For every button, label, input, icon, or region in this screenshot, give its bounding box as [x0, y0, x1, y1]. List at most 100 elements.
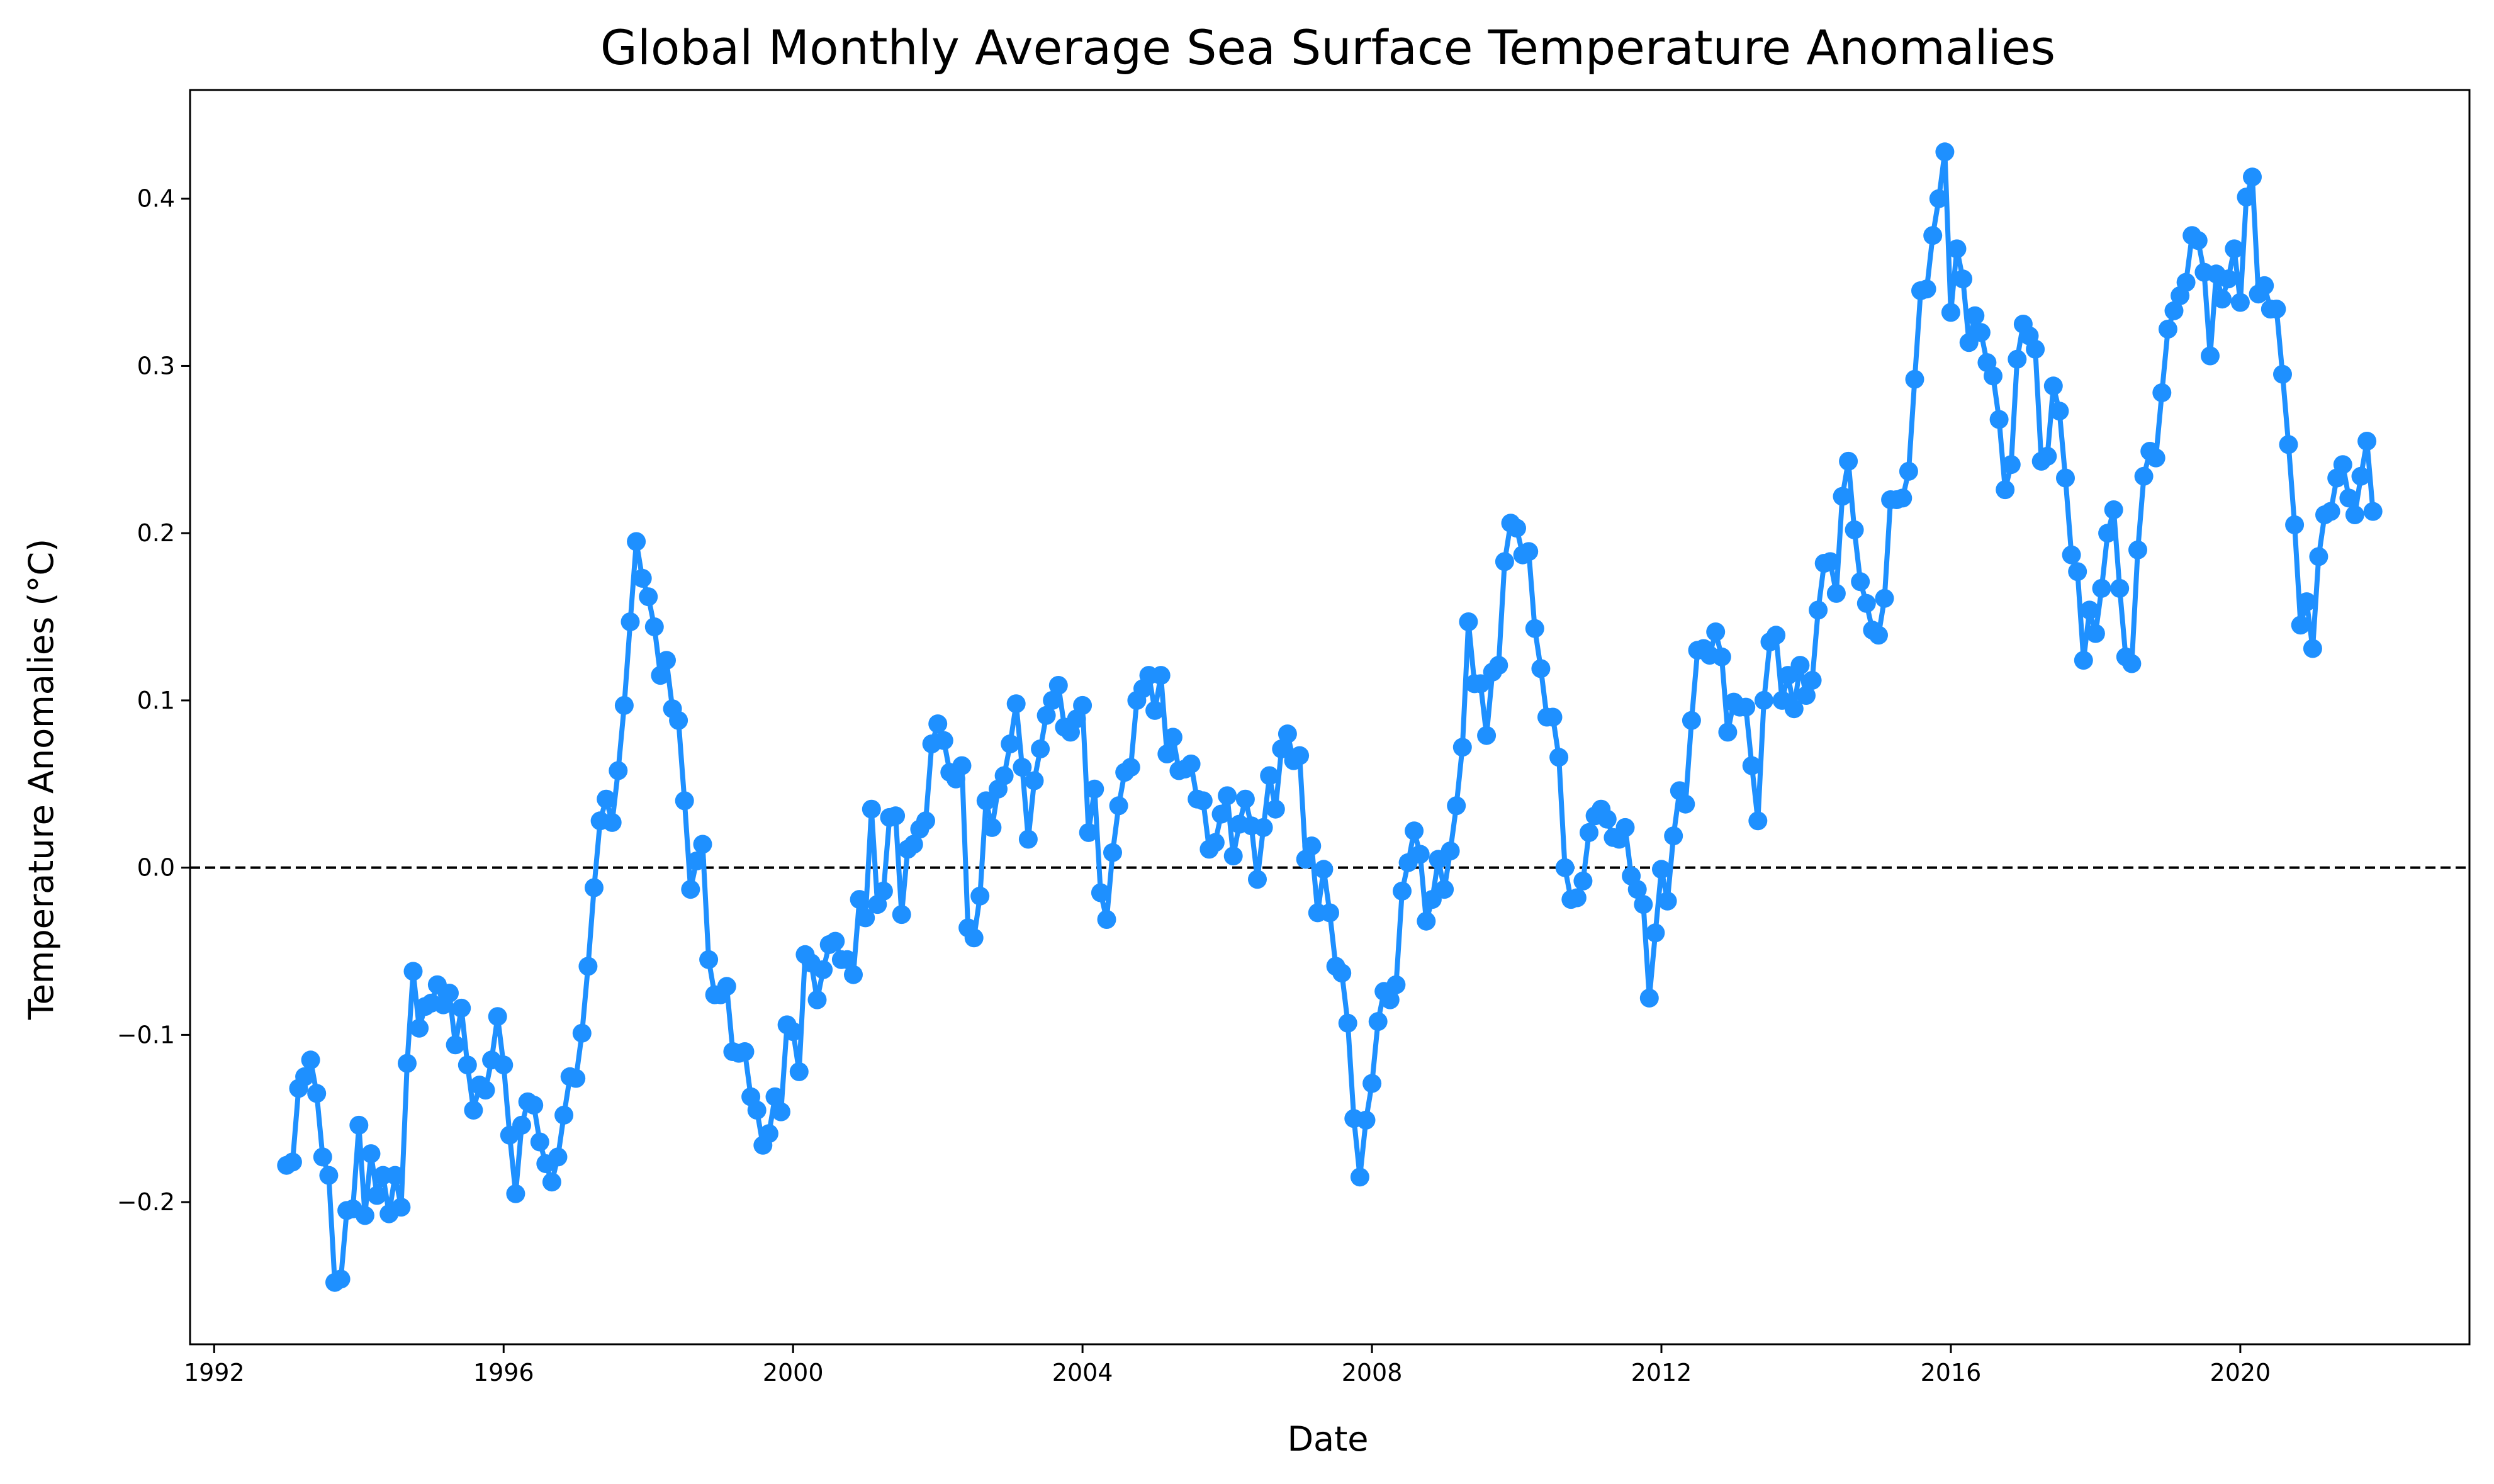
data-point [614, 695, 634, 715]
data-point [554, 1105, 574, 1125]
y-tick-label: 0.0 [137, 854, 175, 882]
data-point [644, 617, 664, 636]
data-point [319, 1166, 339, 1185]
data-point [440, 984, 459, 1003]
data-point [1302, 836, 1322, 856]
data-point [639, 587, 658, 607]
data-point [2297, 592, 2317, 612]
data-point [1290, 746, 1310, 765]
data-point [355, 1206, 374, 1225]
x-tick-label: 2004 [1052, 1359, 1113, 1386]
data-point [585, 878, 604, 897]
data-point [1706, 622, 1726, 641]
data-point [850, 890, 869, 909]
data-point [916, 811, 935, 831]
data-point [1410, 845, 1430, 864]
data-point [2152, 383, 2172, 402]
x-tick-label: 2012 [1631, 1359, 1692, 1386]
data-point [994, 766, 1014, 785]
data-point [1320, 903, 1339, 923]
data-point [2134, 466, 2154, 486]
data-point [1018, 829, 1038, 849]
data-point [1525, 619, 1544, 638]
y-tick-label: −0.2 [117, 1188, 175, 1216]
data-point [1531, 659, 1551, 678]
data-point [548, 1147, 568, 1167]
data-point [1712, 647, 1731, 666]
data-point [1748, 811, 1768, 831]
data-point [1278, 724, 1297, 744]
data-point [2357, 432, 2377, 451]
data-point [1676, 794, 1695, 814]
data-point [2146, 448, 2165, 468]
data-point [1350, 1167, 1369, 1187]
data-point [2164, 301, 2184, 320]
series-points [277, 142, 2383, 1292]
data-point [1856, 593, 1876, 613]
data-point [814, 960, 833, 979]
data-point [2092, 578, 2111, 598]
data-point [976, 791, 996, 811]
data-point [530, 1132, 549, 1152]
data-point [283, 1152, 302, 1172]
data-point [1507, 519, 1526, 538]
x-tick-label: 2016 [1921, 1359, 1982, 1386]
data-point [578, 957, 598, 976]
data-point [952, 756, 972, 775]
data-point [1417, 911, 1436, 931]
data-point [476, 1081, 495, 1100]
data-point [784, 1022, 803, 1042]
data-point [2230, 293, 2250, 312]
data-point [572, 1023, 592, 1043]
data-point [2158, 320, 2177, 339]
data-point [2218, 269, 2238, 289]
data-point [349, 1115, 369, 1135]
data-point [1615, 818, 1635, 837]
data-point [844, 965, 863, 984]
data-point [1634, 895, 1653, 914]
data-point [1549, 748, 1569, 767]
data-point [1851, 572, 1870, 592]
data-point [1393, 881, 1412, 901]
data-point [609, 761, 628, 780]
data-point [2333, 455, 2352, 475]
data-point [1489, 656, 1508, 675]
data-point [747, 1101, 767, 1120]
data-point [307, 1084, 327, 1103]
data-point [1917, 279, 1936, 299]
y-tick-label: 0.4 [137, 185, 175, 213]
data-point [1567, 888, 1587, 908]
data-point [1405, 821, 1424, 841]
data-point [313, 1147, 332, 1167]
data-point [1984, 366, 2003, 386]
data-point [1947, 239, 1967, 259]
data-point [681, 880, 700, 899]
data-point [1809, 600, 1828, 620]
data-point [1652, 860, 1671, 879]
data-point [410, 1018, 429, 1038]
data-point [789, 1062, 809, 1081]
data-point [2080, 600, 2099, 620]
data-point [2285, 515, 2305, 534]
data-point [886, 806, 906, 826]
x-tick-label: 2008 [1342, 1359, 1403, 1386]
data-point [1073, 695, 1093, 715]
data-point [735, 1042, 755, 1061]
data-point [1441, 841, 1460, 861]
series-temperature-anomalies [277, 142, 2383, 1292]
y-axis-title: Temperature Anomalies (°C) [21, 539, 61, 1021]
data-point [1797, 686, 1816, 705]
data-point [2188, 231, 2208, 250]
data-point [1223, 846, 1243, 866]
data-point [1555, 858, 1575, 877]
data-point [385, 1166, 405, 1185]
data-point [2345, 505, 2364, 524]
data-point [1953, 269, 1973, 289]
data-point [2309, 547, 2328, 566]
y-tick-label: −0.1 [117, 1021, 175, 1048]
data-point [1639, 988, 1659, 1008]
data-point [1254, 818, 1273, 837]
data-point [1821, 552, 1840, 571]
data-point [1989, 410, 2009, 429]
data-point [452, 998, 471, 1018]
